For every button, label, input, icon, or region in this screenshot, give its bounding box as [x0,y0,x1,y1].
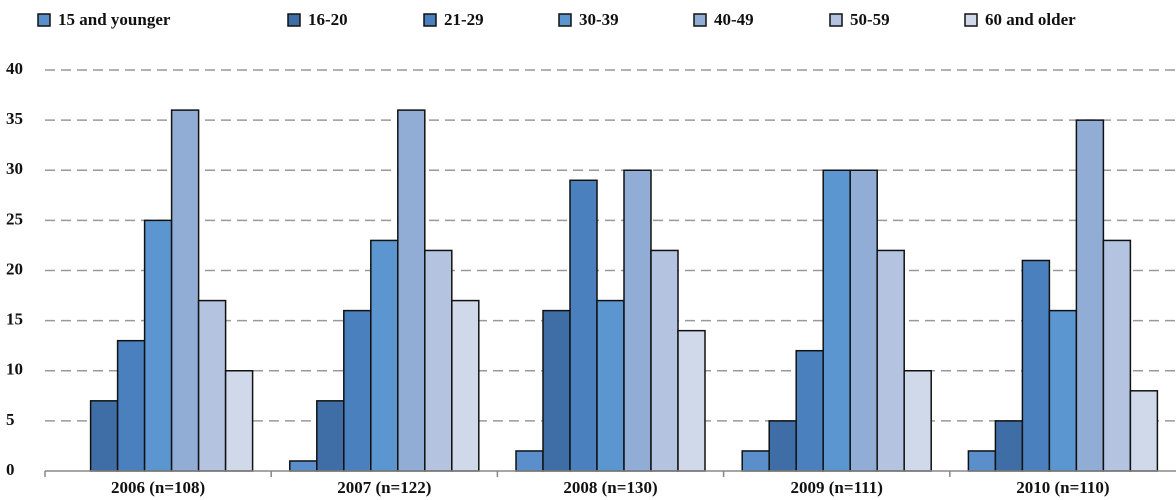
legend-swatch [287,13,301,27]
bar [994,420,1024,472]
y-tick-label: 0 [6,460,15,479]
y-tick-label: 35 [6,109,23,128]
x-tick-label: 2006 (n=108) [111,478,205,497]
bar [967,450,997,472]
y-tick-label: 20 [6,259,23,278]
bar [903,370,932,472]
x-tick-label: 2009 (n=111) [791,478,883,497]
legend-label: 50-59 [850,10,890,29]
legend-label: 30-39 [579,10,619,29]
bar [343,309,372,472]
bar [623,169,652,472]
bar [143,219,173,472]
legend-label: 15 and younger [58,10,171,29]
y-tick-label: 5 [6,410,15,429]
bar [1129,390,1159,472]
bar [316,400,345,472]
bar [795,349,824,472]
bar [741,450,770,472]
x-tick-label: 2007 (n=122) [337,478,431,497]
bar [650,249,679,472]
bar [822,169,851,472]
y-tick-label: 10 [6,360,23,379]
bar [1075,119,1105,472]
bar [1021,259,1051,472]
bar [542,309,571,472]
y-tick-label: 40 [6,59,23,78]
bar [424,249,453,472]
x-tick-label: 2010 (n=110) [1016,478,1109,497]
bar [1048,309,1078,472]
legend-swatch [558,13,572,27]
legend-label: 21-29 [444,10,484,29]
bar [768,420,797,472]
legend-label: 40-49 [714,10,754,29]
y-tick-label: 15 [6,310,23,329]
legend-swatch [693,13,707,27]
bar [451,299,480,472]
bar [1102,239,1132,472]
y-tick-label: 30 [6,159,23,178]
legend-label: 60 and older [985,10,1076,29]
x-tick-label: 2008 (n=130) [563,478,657,497]
bar [197,299,227,472]
bar [170,109,200,472]
bar [596,299,625,472]
legend-swatch [829,13,843,27]
legend-swatch [423,13,437,27]
bar [876,249,905,472]
bar [677,329,706,472]
bar [515,450,544,472]
y-tick-label: 25 [6,209,23,228]
bar [849,169,878,472]
legend-label: 16-20 [308,10,348,29]
bar [89,400,119,472]
bar [224,370,254,472]
legend-swatch [964,13,978,27]
bar [397,109,426,472]
bar [116,339,146,472]
bar [569,179,598,472]
bar [289,460,318,472]
legend-swatch [37,13,51,27]
bar [370,239,399,472]
